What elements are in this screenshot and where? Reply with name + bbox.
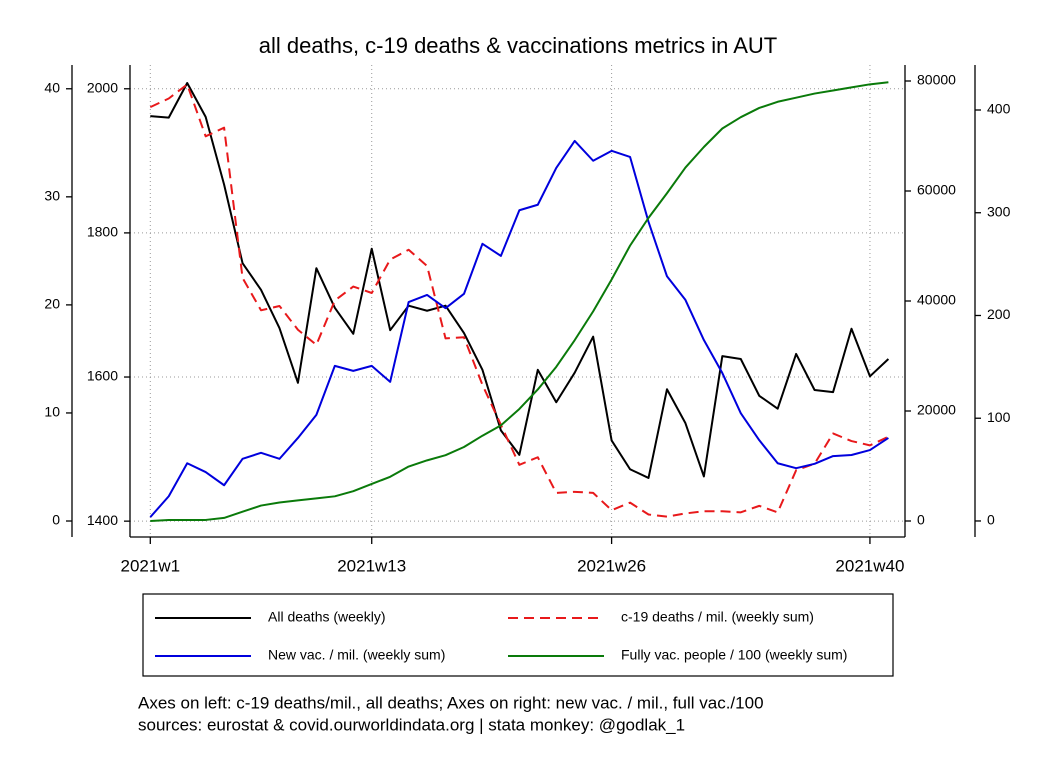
x-tick-label: 2021w26	[577, 556, 646, 575]
y-tick-label: 2000	[87, 79, 118, 95]
y-tick-label: 1800	[87, 224, 118, 240]
y2-tick-label: 60000	[917, 182, 956, 198]
legend-label: Fully vac. people / 100 (weekly sum)	[621, 647, 847, 663]
series-line	[150, 81, 889, 522]
y4-tick-label: 100	[987, 409, 1011, 425]
y2-tick-label: 80000	[917, 72, 956, 88]
y-tick-label: 30	[44, 188, 60, 204]
y4-tick-label: 0	[987, 512, 995, 528]
y2-tick-label: 40000	[917, 292, 956, 308]
y-tick-label: 0	[52, 512, 60, 528]
note: sources: eurostat & covid.ourworldindata…	[138, 715, 685, 734]
y-tick-label: 1600	[87, 368, 118, 384]
y4-tick-label: 300	[987, 203, 1011, 219]
y4-tick-label: 200	[987, 306, 1011, 322]
y2-tick-label: 0	[917, 512, 925, 528]
series-line	[149, 139, 889, 518]
x-tick-label: 2021w13	[337, 556, 406, 575]
legend-box	[142, 593, 894, 677]
series-line	[149, 83, 889, 518]
y-tick-label: 40	[44, 79, 60, 95]
series-line	[150, 82, 890, 479]
y-tick-label: 10	[44, 404, 60, 420]
legend-label: New vac. / mil. (weekly sum)	[268, 647, 445, 663]
y2-tick-label: 20000	[917, 402, 956, 418]
y-tick-label: 20	[44, 296, 60, 312]
legend-label: c-19 deaths / mil. (weekly sum)	[621, 609, 814, 625]
chart-title: all deaths, c-19 deaths & vaccinations m…	[259, 33, 777, 58]
y-tick-label: 1400	[87, 512, 118, 528]
note: Axes on left: c-19 deaths/mil., all deat…	[138, 693, 764, 712]
x-tick-label: 2021w1	[121, 556, 181, 575]
y4-tick-label: 400	[987, 101, 1011, 117]
x-tick-label: 2021w40	[835, 556, 904, 575]
legend-label: All deaths (weekly)	[268, 609, 386, 625]
